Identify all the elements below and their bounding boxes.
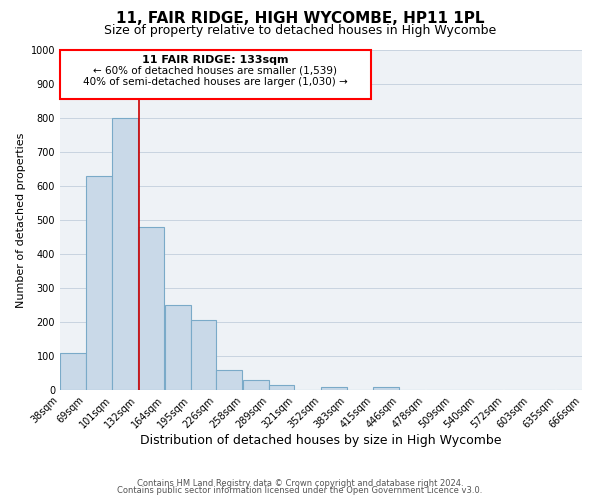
Bar xyxy=(138,227,164,390)
Bar xyxy=(216,370,242,390)
Text: ← 60% of detached houses are smaller (1,539): ← 60% of detached houses are smaller (1,… xyxy=(93,66,337,76)
Y-axis label: Number of detached properties: Number of detached properties xyxy=(16,132,26,308)
Bar xyxy=(243,380,269,390)
Text: 11, FAIR RIDGE, HIGH WYCOMBE, HP11 1PL: 11, FAIR RIDGE, HIGH WYCOMBE, HP11 1PL xyxy=(116,11,484,26)
Text: 11 FAIR RIDGE: 133sqm: 11 FAIR RIDGE: 133sqm xyxy=(142,55,289,65)
Bar xyxy=(112,118,138,390)
Text: Size of property relative to detached houses in High Wycombe: Size of property relative to detached ho… xyxy=(104,24,496,37)
Text: Contains HM Land Registry data © Crown copyright and database right 2024.: Contains HM Land Registry data © Crown c… xyxy=(137,478,463,488)
Bar xyxy=(269,385,295,390)
Text: Contains public sector information licensed under the Open Government Licence v3: Contains public sector information licen… xyxy=(118,486,482,495)
Bar xyxy=(60,50,371,100)
Bar xyxy=(321,386,347,390)
Bar xyxy=(86,176,112,390)
Bar xyxy=(60,352,86,390)
X-axis label: Distribution of detached houses by size in High Wycombe: Distribution of detached houses by size … xyxy=(140,434,502,447)
Text: 40% of semi-detached houses are larger (1,030) →: 40% of semi-detached houses are larger (… xyxy=(83,77,347,87)
Bar xyxy=(165,305,191,390)
Bar xyxy=(373,386,399,390)
Bar xyxy=(191,320,216,390)
